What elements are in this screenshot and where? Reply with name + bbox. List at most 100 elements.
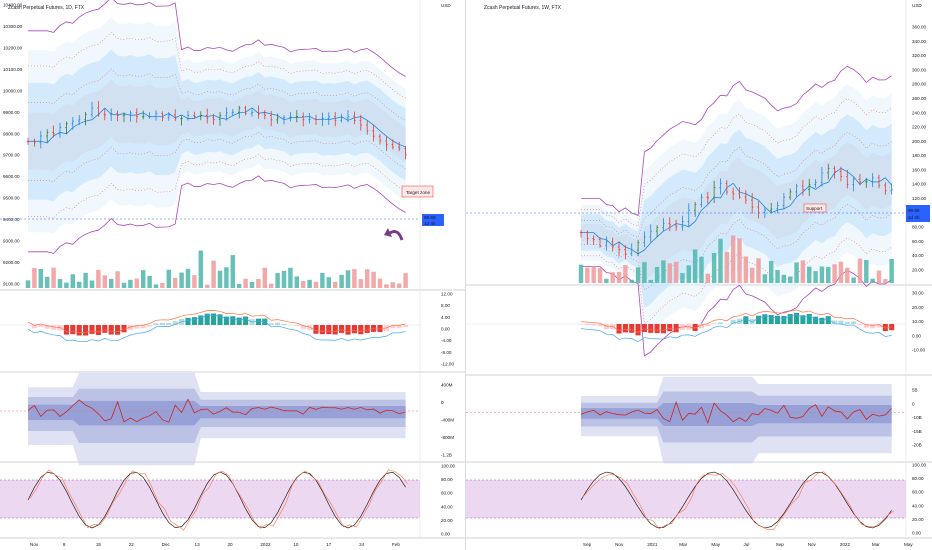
scale-tick-label: 280.00: [912, 82, 926, 87]
envelope-line: [581, 65, 892, 217]
chart-title: Zcash Perpetual Futures, 1W, FTX: [484, 5, 562, 11]
histogram-bar: [185, 317, 191, 325]
scale-tick-label: 20.00: [912, 268, 924, 273]
volume-bar: [294, 276, 300, 288]
volume-bar: [96, 269, 101, 288]
volume-bar: [597, 267, 603, 283]
volume-bar: [705, 273, 711, 283]
scale-tick-label: 100.00: [912, 463, 926, 468]
histogram-bar: [403, 325, 409, 328]
histogram-bar: [730, 319, 736, 324]
histogram-bar: [364, 325, 370, 333]
histogram-bar: [140, 325, 146, 329]
volume-bar: [320, 272, 325, 288]
stochastic-d-line: [29, 469, 408, 531]
time-tick-label: Jul: [744, 542, 750, 547]
weekly-chart-panel[interactable]: USD 360.00 340.00 320.00 300.00 280.00 260.00…: [466, 0, 932, 550]
scale-tick-label: -15B: [912, 429, 922, 434]
volume-bar: [70, 274, 76, 288]
scale-tick-label: 40.00: [441, 504, 453, 509]
scale-tick-label: 30.00: [912, 291, 924, 296]
histogram-bar: [236, 317, 242, 325]
scale-tick-label: -10B: [912, 415, 922, 420]
histogram-bar: [578, 324, 584, 325]
volume-bar: [275, 273, 280, 288]
volume-bar: [364, 269, 370, 288]
histogram-bar: [63, 325, 69, 335]
target-zone-annotation[interactable]: Target zone: [401, 185, 434, 198]
scale-tick-label: 260.00: [912, 96, 926, 101]
histogram-bar: [262, 318, 268, 325]
time-tick-label: 24: [359, 542, 365, 547]
volume-bar: [339, 274, 344, 288]
histogram-bar: [768, 314, 774, 324]
price-scale[interactable]: 360.00 340.00 320.00 300.00 280.00 260.00 240.…: [912, 25, 926, 273]
oscillator3-scale: 100.00 80.00 60.00 40.00 20.00 0.00: [912, 463, 926, 536]
volume-bar: [781, 274, 787, 283]
scale-tick-label: 0.00: [912, 333, 921, 338]
dotted-band-line: [581, 237, 892, 324]
volume-bar: [851, 277, 856, 283]
time-tick-label: 2022: [260, 542, 271, 547]
volume-bar: [654, 266, 660, 283]
histogram-bar: [230, 316, 236, 325]
support-box: [803, 203, 827, 213]
price-scale[interactable]: 10400.00 10300.00 10200.00 10100.00 10000.00…: [3, 3, 23, 287]
histogram-bar: [358, 325, 364, 335]
histogram-bar: [319, 325, 325, 335]
volume-bar: [813, 271, 818, 283]
volume-bar: [800, 260, 806, 283]
time-scale[interactable]: Nov 8 15 22 Dec 13 20 2022 10 17 24 Feb: [30, 542, 400, 547]
histogram-bar: [351, 325, 357, 334]
histogram-bar: [870, 324, 876, 329]
scale-tick-label: 200.00: [912, 139, 926, 144]
scale-tick-label: 400M: [441, 383, 453, 388]
volume-bar: [51, 267, 56, 288]
histogram-bar: [275, 322, 281, 325]
volume-bar: [604, 278, 609, 283]
time-tick-label: 2021: [647, 542, 658, 547]
time-tick-label: Nov: [30, 542, 39, 547]
scale-tick-label: 20.00: [912, 305, 924, 310]
weekly-chart-canvas[interactable]: USD 360.00 340.00 320.00 300.00 280.00 260.00…: [466, 0, 932, 550]
daily-chart-canvas[interactable]: USD 10400.0010300.0010200.0010100.001000…: [0, 0, 466, 550]
volume-bar: [819, 266, 825, 283]
volume-bar: [128, 279, 133, 288]
histogram-bar: [390, 325, 396, 329]
flow-line: [27, 398, 406, 423]
scale-tick-label: 80.00: [441, 477, 453, 482]
scale-tick-label: 9300.00: [3, 239, 20, 244]
volume-bar: [57, 279, 63, 288]
curved-arrow-icon: [384, 228, 404, 241]
histogram-bar: [743, 316, 749, 324]
time-tick-label: Sep: [776, 542, 785, 547]
scale-tick-label: 40.00: [912, 503, 924, 508]
volume-bar: [352, 269, 357, 288]
volume-bar: [76, 281, 82, 288]
histogram-bar: [345, 325, 351, 335]
scale-tick-label: 9100.00: [3, 282, 20, 287]
volume-bar: [680, 273, 685, 283]
support-annotation[interactable]: Support: [803, 203, 827, 213]
volume-bar: [692, 249, 698, 283]
volume-bar: [699, 256, 704, 283]
volume-bar: [230, 255, 236, 288]
time-scale[interactable]: Sep Nov 2021 Mar May Jul Sep Nov 2022 Mar May: [583, 542, 913, 547]
scale-tick-label: 0: [912, 401, 915, 406]
histogram-bar: [134, 325, 140, 329]
overbought-oversold-band: [466, 480, 906, 518]
histogram-bar: [591, 324, 597, 326]
time-tick-label: 17: [326, 542, 332, 547]
signal-line-blue: [27, 314, 406, 342]
daily-chart-panel[interactable]: USD 10400.00 10300.00 10200.00 10100.00 1000…: [0, 0, 466, 550]
scale-tick-label: -400M: [441, 418, 454, 423]
histogram-bar: [268, 323, 274, 325]
time-tick-label: Nov: [808, 542, 817, 547]
dotted-band-line: [581, 98, 892, 227]
scale-tick-label: 10200.00: [3, 45, 23, 50]
histogram-bar: [153, 323, 159, 325]
volume-bar: [870, 278, 875, 283]
scale-tick-label: 80.00: [912, 225, 924, 230]
volume-bar: [268, 283, 274, 288]
histogram-bar: [70, 325, 76, 335]
